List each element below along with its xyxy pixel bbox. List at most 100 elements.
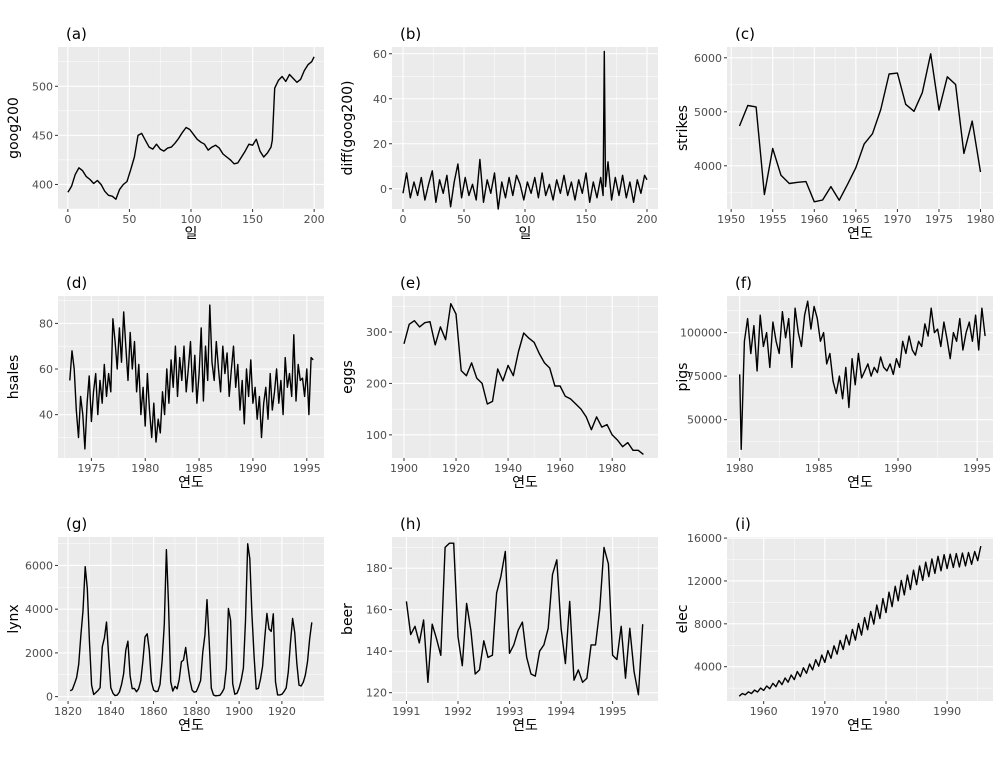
x-tick-label: 50 xyxy=(457,213,471,226)
plot-background xyxy=(58,537,324,701)
x-axis-label: 연도 xyxy=(847,226,873,242)
series-line-elec xyxy=(738,545,982,697)
x-tick-label: 1990 xyxy=(933,705,961,718)
x-tick-label: 200 xyxy=(304,213,325,226)
y-tick-label: 40 xyxy=(39,409,53,422)
x-tick-label: 1992 xyxy=(444,705,472,718)
y-tick-label: 4000 xyxy=(694,160,722,173)
y-tick-label: 50000 xyxy=(687,414,722,427)
y-axis-label: pigs xyxy=(675,363,691,392)
x-tick-label: 1994 xyxy=(547,705,575,718)
panel-tag: (g) xyxy=(66,515,87,533)
x-axis-label: 연도 xyxy=(178,718,204,734)
y-axis-label: strikes xyxy=(675,105,691,151)
panel-h: 1991 1992 1993 1994 1995 120 140 160 180 (h) 연도 bee… xyxy=(340,515,658,734)
x-tick-label: 1960 xyxy=(800,213,828,226)
y-tick-label: 60 xyxy=(373,48,387,61)
y-tick-label: 180 xyxy=(366,562,387,575)
x-tick-label: 1820 xyxy=(54,705,82,718)
series-line-goog200 xyxy=(67,56,315,200)
x-tick-label: 150 xyxy=(576,213,597,226)
x-axis-label: 일 xyxy=(185,226,198,242)
y-tick-label: 200 xyxy=(366,377,387,390)
y-tick-label: 4000 xyxy=(25,603,53,616)
x-tick-label: 1985 xyxy=(805,462,833,475)
x-tick-label: 1970 xyxy=(811,705,839,718)
y-axis-label: eggs xyxy=(340,360,356,394)
x-tick-label: 1960 xyxy=(750,705,778,718)
y-tick-label: 16000 xyxy=(687,532,722,545)
panel-tag: (e) xyxy=(400,274,421,292)
y-tick-label: 300 xyxy=(366,326,387,339)
x-tick-label: 1900 xyxy=(225,705,253,718)
x-axis-label: 연도 xyxy=(847,718,873,734)
x-tick-label: 1980 xyxy=(726,462,754,475)
plot-background xyxy=(392,537,658,701)
panel-d: 1975 1980 1985 1990 1995 40 60 80 (d) 연도 hsales xyxy=(6,274,324,491)
panel-a: 0 50 100 150 200 400 450 500 (a) 일 goog200 xyxy=(6,25,325,242)
y-tick-label: 5000 xyxy=(694,106,722,119)
series-line-lynx xyxy=(69,543,313,697)
x-tick-label: 150 xyxy=(242,213,263,226)
y-tick-label: 0 xyxy=(380,183,387,196)
plot-background xyxy=(392,296,658,458)
y-tick-label: 100 xyxy=(366,429,387,442)
x-tick-label: 1840 xyxy=(97,705,125,718)
x-tick-label: 1880 xyxy=(182,705,210,718)
y-tick-label: 0 xyxy=(46,691,53,704)
y-tick-label: 450 xyxy=(32,129,53,142)
y-tick-label: 6000 xyxy=(25,559,53,572)
panel-tag: (h) xyxy=(400,515,421,533)
x-axis-label: 연도 xyxy=(512,718,538,734)
x-tick-label: 1860 xyxy=(140,705,168,718)
y-tick-label: 80 xyxy=(39,317,53,330)
y-axis-label: diff(goog200) xyxy=(340,81,356,176)
x-tick-label: 200 xyxy=(637,213,658,226)
x-tick-label: 1980 xyxy=(967,213,995,226)
y-tick-label: 8000 xyxy=(694,618,722,631)
y-axis-label: hsales xyxy=(6,355,22,400)
x-tick-label: 1980 xyxy=(872,705,900,718)
x-tick-label: 1975 xyxy=(925,213,953,226)
series-line-pigs xyxy=(739,300,986,450)
series-line-diff(goog200) xyxy=(402,50,648,210)
series-line-strikes xyxy=(738,53,982,203)
x-tick-label: 1995 xyxy=(293,462,321,475)
y-tick-label: 160 xyxy=(366,604,387,617)
panel-i: 1960 1970 1980 1990 4000 8000 12000 16000 (i) 연도 e… xyxy=(675,515,993,734)
y-tick-label: 120 xyxy=(366,687,387,700)
plot-background xyxy=(727,537,993,701)
x-tick-label: 1900 xyxy=(390,462,418,475)
x-tick-label: 1950 xyxy=(717,213,745,226)
panel-b: 0 50 100 150 200 0 20 40 60 (b) 일 diff(goog200) xyxy=(340,25,658,242)
panel-g: 1820 1840 1860 1880 1900 1920 0 2000 4000 6000 (g)… xyxy=(6,515,324,734)
x-tick-label: 1985 xyxy=(185,462,213,475)
x-axis-label: 연도 xyxy=(847,475,873,491)
panel-tag: (d) xyxy=(66,274,87,292)
x-tick-label: 1995 xyxy=(963,462,991,475)
x-tick-label: 1991 xyxy=(392,705,420,718)
x-tick-label: 1995 xyxy=(599,705,627,718)
x-tick-label: 0 xyxy=(399,213,406,226)
y-tick-label: 100000 xyxy=(680,327,722,340)
x-tick-label: 1990 xyxy=(239,462,267,475)
y-axis-label: lynx xyxy=(6,604,22,633)
x-axis-label: 연도 xyxy=(512,475,538,491)
x-tick-label: 1993 xyxy=(496,705,524,718)
panel-f: 1980 1985 1990 1995 50000 75000 100000 (f) 연도 pig… xyxy=(675,274,993,491)
x-tick-label: 1965 xyxy=(842,213,870,226)
series-line-hsales xyxy=(69,304,314,450)
x-tick-label: 1940 xyxy=(494,462,522,475)
panel-tag: (f) xyxy=(735,274,752,292)
panel-tag: (i) xyxy=(735,515,751,533)
x-tick-label: 0 xyxy=(64,213,71,226)
panel-e: 1900 1920 1940 1960 1980 100 200 300 (e) 연도 eggs xyxy=(340,274,658,491)
y-tick-label: 12000 xyxy=(687,575,722,588)
x-axis-label: 연도 xyxy=(178,475,204,491)
y-tick-label: 20 xyxy=(373,138,387,151)
y-tick-label: 140 xyxy=(366,645,387,658)
x-tick-label: 1920 xyxy=(442,462,470,475)
x-tick-label: 1980 xyxy=(131,462,159,475)
y-tick-label: 400 xyxy=(32,178,53,191)
